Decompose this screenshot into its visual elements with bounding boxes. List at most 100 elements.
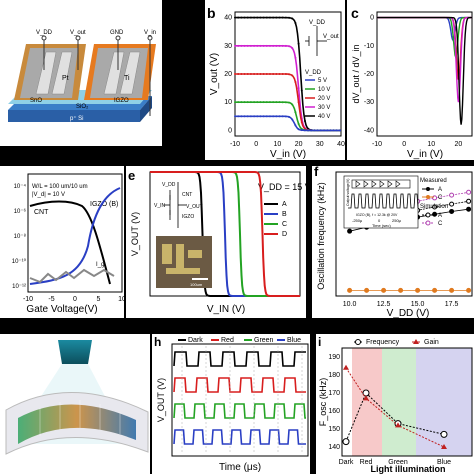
freq-point: [432, 211, 438, 217]
output-waveform: [173, 351, 306, 367]
vtc-point: [268, 101, 271, 104]
vtc-point: [265, 101, 268, 104]
frequency-point: [342, 438, 350, 446]
legend-label-b: 20 V: [318, 96, 330, 102]
vtc-point: [291, 47, 294, 50]
inset-scale-e: 100um: [190, 282, 203, 287]
vtc-point: [259, 115, 262, 118]
vtc-point: [262, 44, 265, 47]
xtick-b: 0: [254, 141, 258, 148]
ylabel-i: F_osc (kHz): [318, 378, 328, 427]
vtc-point: [281, 115, 284, 118]
vtc-point: [249, 115, 252, 118]
vtc-point: [262, 101, 265, 104]
panel-b: b V_out (V) V_in (V) -10 0 10 20 30 40 0 10 20 30…: [205, 0, 345, 160]
vtc-point: [338, 129, 341, 132]
cnt-transfer-curve: [29, 200, 111, 285]
freq-point: [466, 287, 472, 293]
vtc-point: [335, 129, 338, 132]
legend-sim-c: C: [438, 221, 443, 227]
freq-point: [432, 287, 438, 293]
panel-i: i F_osc (kHz) Light illumination Frequen…: [316, 334, 474, 474]
legend-label-b: 30 V: [318, 105, 330, 111]
label-igzo-b: IGZO (B): [90, 201, 118, 208]
legend-measured-title: Measured: [420, 178, 447, 184]
vtc-point: [243, 73, 246, 75]
gain-curve: [377, 16, 472, 125]
ytick-i: 190: [328, 354, 340, 361]
xlabel-e: V_IN (V): [207, 304, 245, 315]
vtc-point: [284, 44, 287, 47]
vtc-point: [243, 44, 246, 47]
xtick-i: Green: [388, 459, 408, 466]
legend-marker-gain: [413, 339, 419, 344]
ylabel-e: V_OUT (V): [130, 212, 140, 256]
freq-point: [364, 287, 370, 293]
vtc-point: [297, 122, 300, 125]
vtc-point: [281, 16, 284, 19]
vtc-point: [240, 115, 243, 118]
plot-frame-d: [27, 173, 123, 293]
vtc-point: [246, 44, 249, 47]
plot-frame-f: [335, 171, 473, 297]
vtc-point: [253, 44, 256, 47]
vtc-point: [294, 80, 297, 83]
panel-d: W/L = 100 um/10 um |V_d| = 10 V CNT IGZO…: [0, 166, 124, 318]
panel-label-f: f: [314, 166, 319, 179]
circuit-e-vdd: V_DD: [162, 182, 176, 188]
vtc-point: [234, 73, 236, 75]
label-ti: Ti: [124, 75, 130, 82]
ytick-d: 10⁻⁴: [14, 183, 27, 190]
legend-marker-meas-a: [426, 187, 430, 191]
xtick-d: -5: [48, 296, 54, 303]
inset-xtick-1: -250μ: [352, 218, 363, 223]
vtc-point: [234, 44, 236, 47]
ytick-i: 150: [328, 426, 340, 433]
panel-a: V_DD V_out GND V_in Pt Ti SnO IGZO SiO₂ …: [0, 0, 162, 146]
ytick-b: 40: [224, 15, 232, 22]
legend-title-b: V_DD: [305, 70, 322, 76]
circuit-vout: V_out: [323, 34, 339, 40]
freq-point: [432, 204, 438, 210]
circuit-e-cnt: CNT: [182, 192, 192, 198]
vtc-point: [316, 129, 319, 132]
vtc-point: [288, 101, 291, 104]
vtc-point: [281, 44, 284, 47]
vtc-point: [329, 129, 332, 132]
vtc-point: [275, 73, 278, 76]
plot-frame-h: [171, 343, 309, 457]
vtc-point: [265, 16, 268, 19]
ylabel-b: V_out (V): [209, 53, 220, 95]
ytick-c: -10: [364, 43, 374, 50]
freq-point: [381, 287, 387, 293]
vtc-point: [291, 17, 294, 20]
gain-point: [363, 395, 369, 401]
flexible-circuit-array: [18, 404, 136, 444]
vtc-point: [294, 124, 297, 127]
vtc-point: [303, 119, 306, 122]
legend-sim-title: Simulation: [420, 204, 448, 210]
legend-label-h: Blue: [287, 337, 301, 344]
panel-g: [0, 334, 150, 474]
freq-point: [466, 198, 472, 204]
series-line-i: [345, 367, 445, 448]
ylabel-c: dV_out / dV_in: [351, 44, 361, 103]
vtc-point: [288, 115, 291, 118]
ytick-d: 10⁻⁸: [14, 233, 27, 240]
vtc-point: [291, 74, 294, 77]
freq-point: [449, 208, 455, 214]
panel-label-c: c: [351, 5, 359, 21]
label-pt: Pt: [62, 75, 69, 82]
vtc-point: [237, 44, 240, 47]
vtc-point: [265, 73, 268, 75]
legend-label-h: Green: [254, 337, 274, 344]
cmos-inverter-circuit-icon: [164, 182, 186, 228]
vtc-point: [256, 73, 259, 75]
panel-f: f Oscillation frequency (kHz) V_DD (V) 1…: [312, 166, 474, 318]
ytick-b: 10: [224, 99, 232, 106]
label-ig: I_g: [96, 262, 104, 268]
vtc-point: [256, 44, 259, 47]
vtc-point: [297, 42, 300, 45]
legend-label-e: D: [282, 231, 287, 238]
vtc-point: [259, 73, 262, 75]
